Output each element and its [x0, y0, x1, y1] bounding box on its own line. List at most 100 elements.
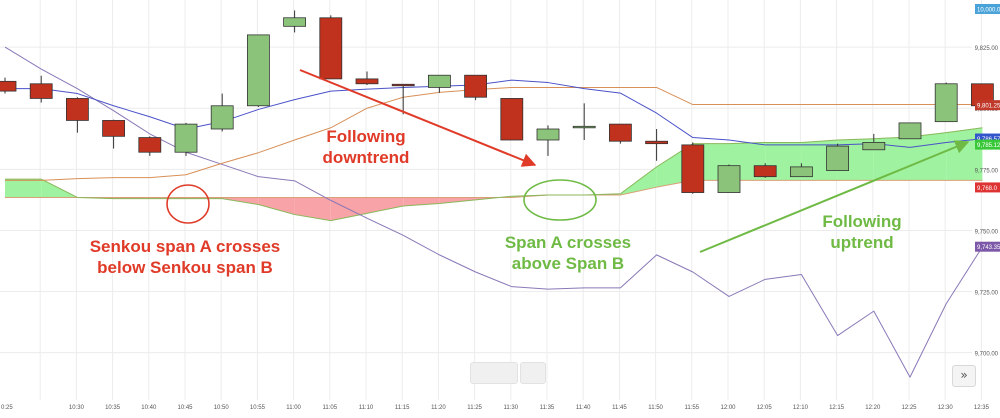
price-badge: 9,785.12: [975, 139, 1000, 150]
annotation-line: uptrend: [830, 233, 893, 252]
x-tick-label: 12:25: [901, 405, 917, 411]
x-tick-label: 11:55: [685, 405, 700, 411]
x-axis: 0:25 10:30 10:35 10:40 10:45 10:50 10:55 11:00 1…: [1, 405, 990, 411]
candle: [210, 93, 234, 132]
candle-body-bearish: [102, 120, 125, 137]
kijun-sen-line: [5, 86, 983, 181]
x-tick-label: 0:25: [1, 405, 13, 411]
y-tick-label: 9,725.00: [975, 291, 999, 297]
candle: [753, 163, 777, 178]
candle-body-bearish: [319, 17, 343, 80]
price-badge-bg: [975, 241, 1000, 252]
candle-body-bullish: [210, 105, 234, 130]
candle-body-bearish: [66, 98, 89, 121]
candle: [645, 129, 668, 161]
price-badge-label: 10,000.00: [977, 7, 1000, 13]
candle: [246, 34, 270, 107]
y-tick-label: 9,825.00: [975, 46, 999, 52]
candle-body-bearish: [609, 123, 632, 142]
x-tick-label: 11:00: [286, 405, 301, 411]
candle: [572, 103, 596, 140]
candle: [536, 125, 560, 156]
candle: [391, 83, 415, 115]
candle-body-bullish: [934, 83, 958, 123]
candle-body-bullish: [898, 122, 922, 140]
candle-body-bullish: [427, 74, 451, 88]
price-badge-label: 9,785.12: [977, 143, 1000, 149]
annotation-line: above Span B: [512, 254, 624, 273]
annotation-line: Following: [326, 127, 405, 146]
y-tick-label: 9,700.00: [975, 352, 999, 358]
x-tick-label: 12:35: [974, 405, 990, 411]
chart-nav-button-left[interactable]: [470, 362, 518, 384]
annotation-circle-bullish-cross: [523, 179, 597, 221]
cloud-segment-bearish: [367, 197, 404, 214]
candle-body-bearish: [681, 144, 705, 193]
scroll-right-button[interactable]: »: [952, 365, 976, 387]
uptrend-arrow: [699, 140, 970, 253]
annotation-span-a-crosses-above: Span A crosses above Span B: [505, 233, 631, 273]
candle: [102, 119, 125, 149]
candles: [0, 10, 994, 194]
chart-nav-button-right[interactable]: [520, 362, 546, 384]
annotation-line: Span A crosses: [505, 233, 631, 252]
price-badge-bg: [975, 182, 1000, 193]
candle: [464, 74, 488, 101]
candle-body-bullish: [717, 165, 741, 193]
y-axis: 9,825.00 9,800.00 9,775.00 9,750.00 9,725.00…: [975, 46, 999, 358]
candle: [826, 143, 849, 171]
candle-body-bullish: [536, 128, 560, 141]
x-tick-label: 10:40: [141, 405, 157, 411]
y-tick-label: 9,800.00: [975, 107, 999, 113]
cloud-segment-bullish: [910, 132, 947, 181]
candle: [283, 10, 307, 33]
annotation-line: Following: [822, 212, 901, 231]
price-badge-bg: [975, 133, 1000, 144]
price-badge-label: 9,743.35: [977, 245, 1000, 251]
downtrend-arrow: [299, 69, 537, 167]
candle-body-bullish: [174, 123, 198, 153]
x-tick-label: 10:50: [214, 405, 230, 411]
annotation-line: Senkou span A crosses: [90, 237, 281, 256]
price-badge: 9,743.35: [975, 241, 1000, 252]
x-tick-label: 11:35: [540, 405, 555, 411]
candle-body-bullish: [826, 145, 849, 171]
price-badge: 9,801.25: [975, 100, 1000, 111]
price-badge: 10,000.00: [975, 3, 1000, 14]
candle: [138, 136, 162, 156]
x-tick-label: 11:15: [395, 405, 410, 411]
x-tick-label: 11:45: [612, 405, 627, 411]
candle: [174, 122, 198, 156]
price-badge-bg: [975, 100, 1000, 111]
cloud-segment-bearish: [294, 197, 331, 221]
candle: [934, 82, 958, 123]
x-tick-label: 12:05: [757, 405, 773, 411]
price-badge-bg: [975, 139, 1000, 150]
candle: [681, 142, 705, 194]
candle: [66, 97, 89, 133]
cloud-segment-bullish: [5, 179, 42, 198]
x-tick-label: 10:35: [105, 405, 121, 411]
candle: [790, 163, 813, 178]
candle-body-bearish: [464, 74, 488, 98]
candle: [0, 77, 17, 94]
x-tick-label: 11:10: [359, 405, 374, 411]
annotation-line: below Senkou span B: [97, 258, 273, 277]
chikou-span-line: [4, 46, 983, 378]
price-badges: 10,000.009,801.259,786.579,785.129,768.0…: [975, 3, 1000, 252]
candle-body-bullish: [246, 34, 270, 107]
x-tick-label: 10:30: [69, 405, 85, 411]
candle-body-bearish: [0, 80, 17, 92]
annotation-line: downtrend: [323, 148, 410, 167]
x-tick-label: 12:20: [865, 405, 881, 411]
candle-body-bullish: [572, 125, 596, 129]
x-tick-label: 12:15: [829, 405, 845, 411]
candle: [427, 74, 451, 93]
candle-body-bearish: [391, 83, 415, 87]
candle-body-bullish: [283, 17, 307, 27]
x-tick-label: 11:25: [467, 405, 482, 411]
price-badge: 9,768.0: [975, 182, 1000, 193]
